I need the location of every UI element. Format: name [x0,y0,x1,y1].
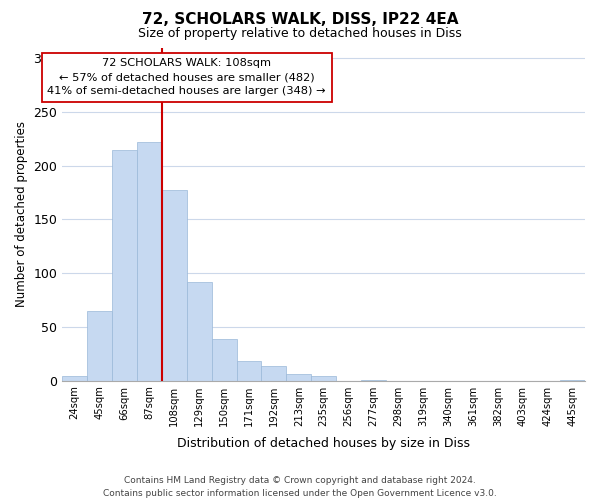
Text: 72, SCHOLARS WALK, DISS, IP22 4EA: 72, SCHOLARS WALK, DISS, IP22 4EA [142,12,458,28]
Bar [62,376,87,380]
Bar [112,150,137,380]
Bar [236,362,262,380]
Bar [162,190,187,380]
Bar [262,366,286,380]
Text: Size of property relative to detached houses in Diss: Size of property relative to detached ho… [138,28,462,40]
Bar [137,142,162,380]
Text: Contains HM Land Registry data © Crown copyright and database right 2024.
Contai: Contains HM Land Registry data © Crown c… [103,476,497,498]
Bar [87,311,112,380]
Text: 72 SCHOLARS WALK: 108sqm
← 57% of detached houses are smaller (482)
41% of semi-: 72 SCHOLARS WALK: 108sqm ← 57% of detach… [47,58,326,96]
Bar [187,282,212,380]
Bar [286,374,311,380]
Y-axis label: Number of detached properties: Number of detached properties [15,121,28,307]
Bar [212,338,236,380]
Bar [311,376,336,380]
X-axis label: Distribution of detached houses by size in Diss: Distribution of detached houses by size … [177,437,470,450]
